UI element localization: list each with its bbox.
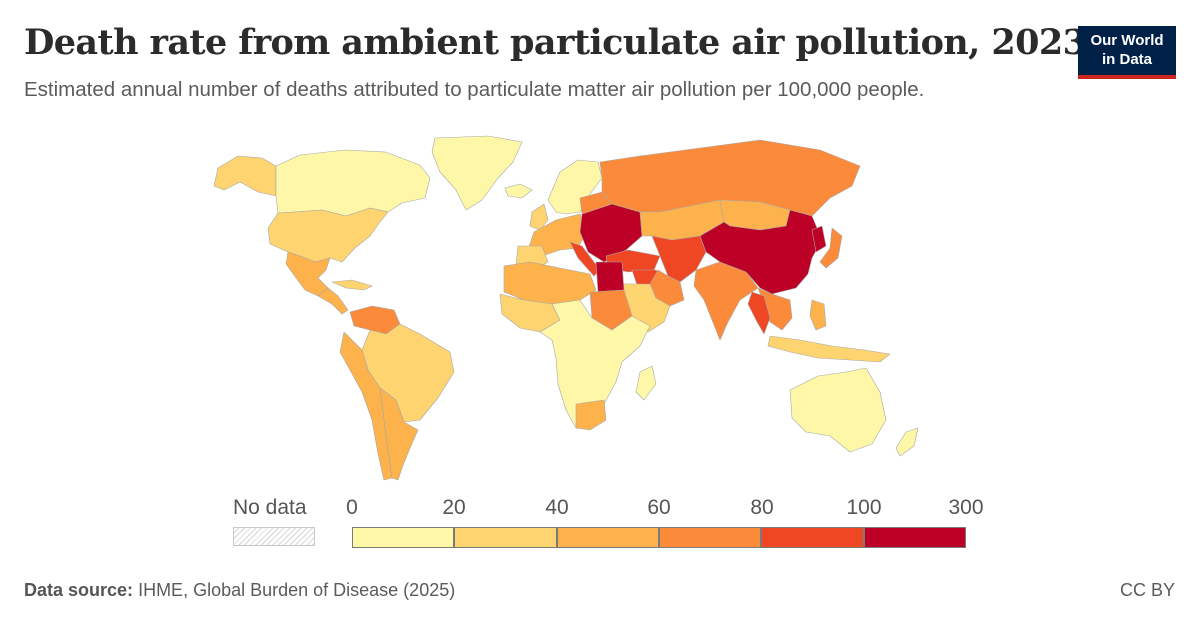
legend-tick-label: 40 — [545, 496, 569, 519]
region-canada[interactable] — [275, 149, 431, 217]
legend-no-data-swatch — [233, 527, 315, 546]
legend-color-scale — [352, 527, 966, 548]
region-scandinavia[interactable] — [547, 159, 603, 215]
legend-bin[interactable] — [863, 527, 966, 548]
legend-tick-label: 80 — [750, 496, 774, 519]
region-madagascar[interactable] — [635, 365, 657, 401]
region-new-zealand[interactable] — [895, 427, 919, 457]
legend-tick-label: 60 — [647, 496, 671, 519]
legend-bin[interactable] — [454, 527, 557, 548]
license-label[interactable]: CC BY — [1119, 580, 1175, 600]
chart-subtitle: Estimated annual number of deaths attrib… — [24, 78, 925, 101]
data-source-label: Data source: — [24, 580, 134, 600]
chart-title: Death rate from ambient particulate air … — [24, 22, 1087, 63]
region-greenland[interactable] — [431, 135, 523, 211]
data-source-text[interactable]: IHME, Global Burden of Disease (2025) — [138, 580, 456, 600]
legend-tick-label: 20 — [442, 496, 466, 519]
legend-bin[interactable] — [352, 527, 455, 548]
region-caribbean[interactable] — [331, 279, 373, 291]
logo-line-1: Our World — [1090, 32, 1164, 49]
region-egypt[interactable] — [595, 261, 625, 293]
region-argentina[interactable] — [379, 387, 419, 481]
region-indonesia[interactable] — [767, 335, 891, 363]
logo-line-2: in Data — [1101, 51, 1152, 68]
region-australia[interactable] — [789, 367, 887, 453]
region-philippines[interactable] — [809, 299, 827, 331]
region-mexico[interactable] — [285, 251, 331, 297]
legend-bin[interactable] — [556, 527, 659, 548]
region-myanmar[interactable] — [747, 291, 771, 335]
legend-no-data-label: No data — [233, 496, 307, 519]
owid-logo[interactable]: Our World in Data — [1078, 26, 1176, 79]
region-china[interactable] — [699, 209, 823, 295]
legend-bin[interactable] — [658, 527, 762, 548]
region-iceland[interactable] — [504, 183, 533, 199]
legend-tick-label: 0 — [346, 496, 358, 519]
data-source: Data source: IHME, Global Burden of Dise… — [24, 580, 455, 601]
region-korea[interactable] — [811, 225, 827, 253]
region-southern-africa[interactable] — [575, 399, 607, 431]
region-uk[interactable] — [529, 203, 549, 231]
region-alaska[interactable] — [213, 155, 277, 197]
region-andes[interactable] — [339, 331, 393, 481]
legend-tick-label: 100 — [846, 496, 882, 519]
legend-tick-label: 300 — [948, 496, 984, 519]
region-north-africa[interactable] — [503, 261, 597, 305]
region-usa[interactable] — [267, 207, 389, 263]
region-japan[interactable] — [819, 227, 843, 269]
legend-bin[interactable] — [761, 527, 864, 548]
region-central-america[interactable] — [317, 287, 349, 315]
